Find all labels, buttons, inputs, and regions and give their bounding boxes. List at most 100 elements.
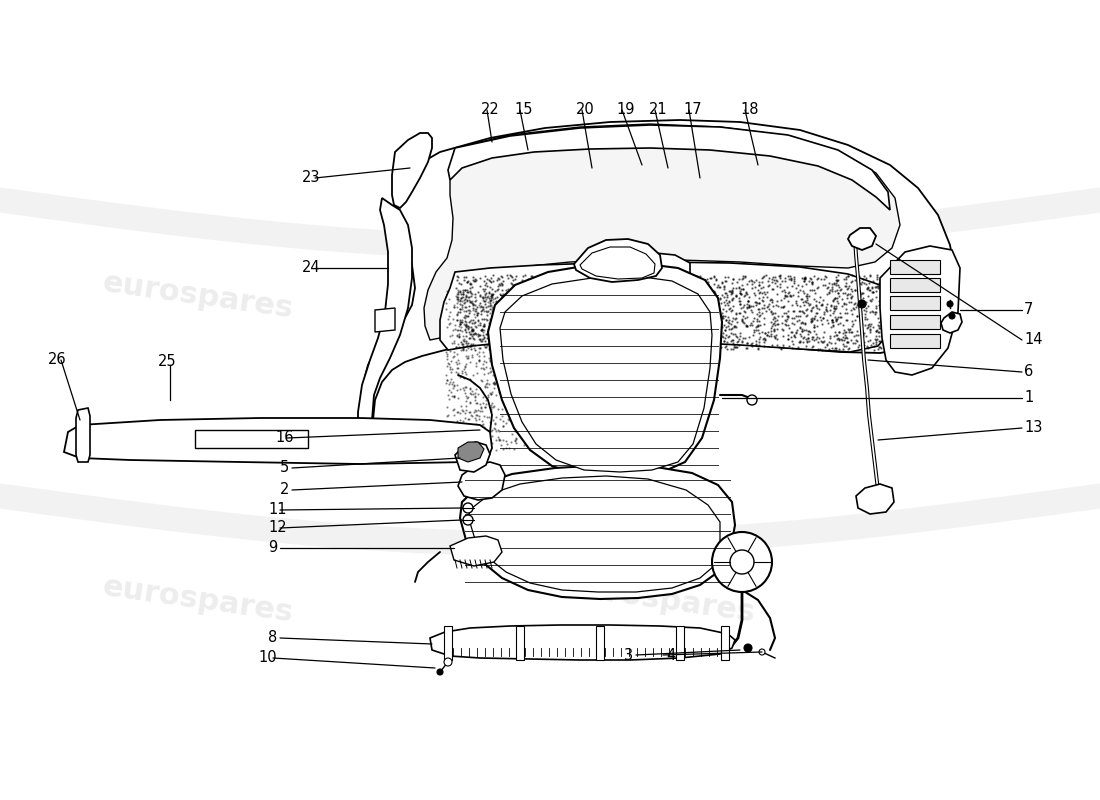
Point — [493, 290, 510, 303]
Point — [627, 358, 645, 370]
Point — [466, 414, 484, 426]
Point — [576, 398, 594, 410]
Point — [444, 298, 462, 311]
Point — [546, 431, 563, 444]
Point — [568, 427, 585, 440]
Point — [470, 298, 487, 311]
Point — [513, 284, 530, 297]
Point — [558, 315, 575, 328]
Point — [793, 292, 811, 305]
Point — [586, 434, 604, 447]
Point — [828, 283, 846, 296]
Point — [499, 271, 517, 284]
Point — [590, 410, 607, 423]
Point — [650, 402, 668, 415]
Point — [471, 319, 488, 332]
Point — [844, 314, 861, 327]
Point — [456, 344, 474, 357]
Point — [590, 289, 607, 302]
Point — [758, 290, 776, 303]
Point — [619, 276, 637, 289]
Point — [544, 326, 562, 338]
Point — [714, 302, 732, 315]
Point — [484, 300, 502, 313]
Point — [656, 356, 673, 369]
Point — [459, 392, 476, 405]
Point — [844, 302, 861, 314]
Point — [640, 295, 658, 308]
Point — [472, 422, 490, 435]
Point — [671, 322, 689, 334]
Point — [630, 303, 648, 316]
Point — [461, 294, 478, 307]
Point — [498, 302, 516, 314]
Text: 19: 19 — [616, 102, 635, 118]
Point — [508, 282, 526, 294]
Point — [598, 319, 616, 332]
Point — [745, 324, 762, 337]
Point — [556, 294, 573, 307]
Point — [621, 309, 639, 322]
Point — [453, 294, 471, 307]
Point — [626, 391, 644, 404]
Point — [784, 274, 802, 287]
Point — [474, 294, 492, 306]
Point — [808, 343, 826, 356]
Point — [871, 334, 889, 347]
Point — [637, 314, 654, 327]
Point — [667, 414, 684, 427]
Point — [572, 403, 590, 416]
Point — [714, 321, 732, 334]
Point — [818, 282, 836, 294]
Point — [626, 321, 644, 334]
Point — [588, 306, 606, 319]
Point — [490, 300, 507, 313]
Point — [861, 323, 879, 336]
Point — [593, 340, 611, 353]
Point — [626, 283, 644, 296]
Point — [483, 322, 500, 334]
Point — [528, 394, 546, 407]
Point — [846, 274, 864, 286]
Point — [670, 294, 688, 307]
Point — [805, 319, 823, 332]
Point — [546, 310, 563, 322]
Point — [706, 341, 724, 354]
Point — [543, 310, 561, 322]
Point — [481, 299, 498, 312]
Point — [663, 350, 681, 363]
Point — [660, 340, 678, 353]
Point — [597, 428, 615, 441]
Point — [836, 307, 854, 320]
Point — [497, 304, 515, 317]
Point — [526, 338, 543, 351]
Point — [663, 340, 681, 353]
Point — [647, 334, 664, 347]
Point — [546, 324, 563, 337]
Point — [456, 295, 474, 308]
Point — [492, 269, 509, 282]
Point — [672, 270, 690, 282]
Point — [664, 364, 682, 377]
Point — [653, 390, 671, 402]
Point — [456, 358, 474, 370]
Point — [543, 293, 561, 306]
Point — [600, 398, 617, 411]
Point — [478, 380, 496, 393]
Point — [649, 290, 667, 303]
Point — [527, 289, 544, 302]
Point — [469, 286, 486, 298]
Point — [706, 286, 724, 299]
Point — [624, 285, 641, 298]
Point — [647, 286, 664, 299]
Point — [746, 280, 763, 293]
Point — [756, 318, 773, 330]
Point — [632, 385, 650, 398]
Point — [679, 337, 696, 350]
Point — [507, 286, 525, 299]
Point — [570, 287, 587, 300]
Point — [730, 291, 748, 304]
Point — [510, 398, 528, 411]
Point — [839, 295, 857, 308]
Point — [517, 356, 535, 369]
